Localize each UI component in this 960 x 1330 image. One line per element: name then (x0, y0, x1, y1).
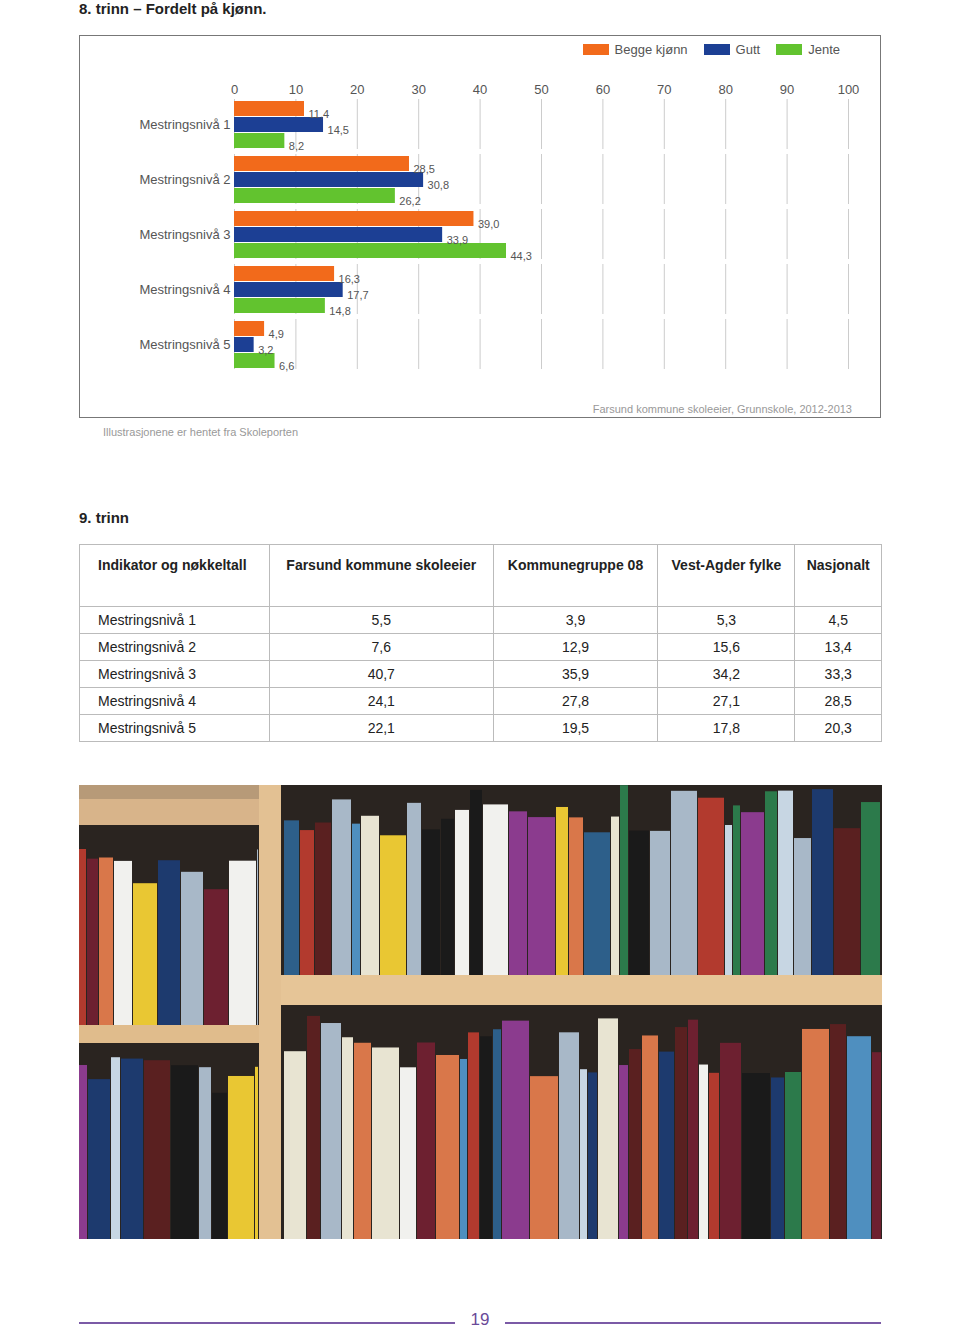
svg-text:26,2: 26,2 (399, 195, 420, 207)
svg-text:20: 20 (350, 82, 364, 97)
html-text:3,9: 3,9 (565, 612, 586, 628)
html-text:22,1: 22,1 (367, 720, 395, 736)
html-text:Indikator og nøkkeltall: Indikator og nøkkeltall (98, 557, 247, 573)
svg-text:6,6: 6,6 (279, 360, 294, 372)
html-text:7,6: 7,6 (371, 639, 391, 655)
svg-text:11,4: 11,4 (308, 108, 329, 120)
svg-text:50: 50 (534, 82, 548, 97)
svg-text:30: 30 (411, 82, 425, 97)
svg-text:Mestringsnivå 4: Mestringsnivå 4 (139, 282, 230, 297)
svg-text:40: 40 (473, 82, 487, 97)
svg-text:16,3: 16,3 (339, 273, 360, 285)
html-text:5,3: 5,3 (716, 612, 737, 628)
html-text:20,3: 20,3 (824, 720, 852, 736)
html-text:Jente: Jente (808, 42, 840, 57)
svg-text:44,3: 44,3 (511, 250, 532, 262)
html-text:15,6: 15,6 (712, 639, 740, 655)
html-text:Farsund kommune skoleeier, Gru: Farsund kommune skoleeier, Grunnskole, 2… (592, 403, 852, 415)
svg-text:90: 90 (780, 82, 794, 97)
html-text:28,5: 28,5 (824, 693, 852, 709)
svg-text:Mestringsnivå 3: Mestringsnivå 3 (139, 227, 230, 242)
html-text:Kommunegruppe 08: Kommunegruppe 08 (507, 557, 644, 573)
html-text:Farsund kommune skoleeier: Farsund kommune skoleeier (286, 557, 477, 573)
svg-text:Mestringsnivå 5: Mestringsnivå 5 (139, 337, 230, 352)
html-text:Begge kjønn: Begge kjønn (614, 42, 688, 57)
html-text:Mestringsnivå 4: Mestringsnivå 4 (98, 693, 196, 709)
html-text:19,5: 19,5 (561, 720, 590, 736)
html-text:Mestringsnivå 1: Mestringsnivå 1 (98, 612, 196, 628)
html-text:24,1: 24,1 (367, 693, 395, 709)
html-text:Mestringsnivå 2: Mestringsnivå 2 (98, 639, 196, 655)
svg-text:8,2: 8,2 (289, 140, 304, 152)
svg-text:33,9: 33,9 (447, 234, 468, 246)
html-text:12,9: 12,9 (561, 639, 590, 655)
html-text:Nasjonalt: Nasjonalt (806, 557, 870, 573)
html-text:Illustrasjonene er hentet fra: Illustrasjonene er hentet fra Skoleporte… (103, 426, 299, 438)
svg-text:17,7: 17,7 (347, 289, 368, 301)
svg-text:70: 70 (657, 82, 671, 97)
svg-text:Mestringsnivå 2: Mestringsnivå 2 (139, 172, 230, 187)
svg-text:28,5: 28,5 (413, 163, 434, 175)
svg-text:0: 0 (231, 82, 238, 97)
svg-text:14,5: 14,5 (328, 124, 349, 136)
svg-text:100: 100 (838, 82, 860, 97)
svg-text:60: 60 (596, 82, 610, 97)
html-text:35,9: 35,9 (561, 666, 590, 682)
html-text:4,5: 4,5 (828, 612, 848, 628)
svg-text:30,8: 30,8 (428, 179, 449, 191)
html-text:27,8: 27,8 (561, 693, 590, 709)
html-text:Vest-Agder fylke: Vest-Agder fylke (671, 557, 782, 573)
html-text:33,3: 33,3 (824, 666, 852, 682)
html-text:19: 19 (470, 1310, 490, 1329)
html-text:Mestringsnivå 3: Mestringsnivå 3 (98, 666, 196, 682)
html-text:9. trinn: 9. trinn (79, 509, 129, 526)
svg-text:4,9: 4,9 (269, 328, 284, 340)
html-text:34,2: 34,2 (712, 666, 740, 682)
html-text:17,8: 17,8 (712, 720, 740, 736)
svg-text:10: 10 (289, 82, 303, 97)
svg-text:3,2: 3,2 (258, 344, 273, 356)
html-text:13,4: 13,4 (824, 639, 852, 655)
html-text:8. trinn – Fordelt på kjønn.: 8. trinn – Fordelt på kjønn. (79, 0, 267, 17)
svg-text:80: 80 (718, 82, 732, 97)
html-text:27,1: 27,1 (712, 693, 740, 709)
html-text:40,7: 40,7 (367, 666, 395, 682)
html-text:Gutt: Gutt (735, 42, 761, 57)
svg-text:39,0: 39,0 (478, 218, 499, 230)
html-text:5,5: 5,5 (371, 612, 391, 628)
svg-text:Mestringsnivå 1: Mestringsnivå 1 (139, 117, 230, 132)
html-text:Mestringsnivå 5: Mestringsnivå 5 (98, 720, 196, 736)
svg-text:14,8: 14,8 (329, 305, 350, 317)
